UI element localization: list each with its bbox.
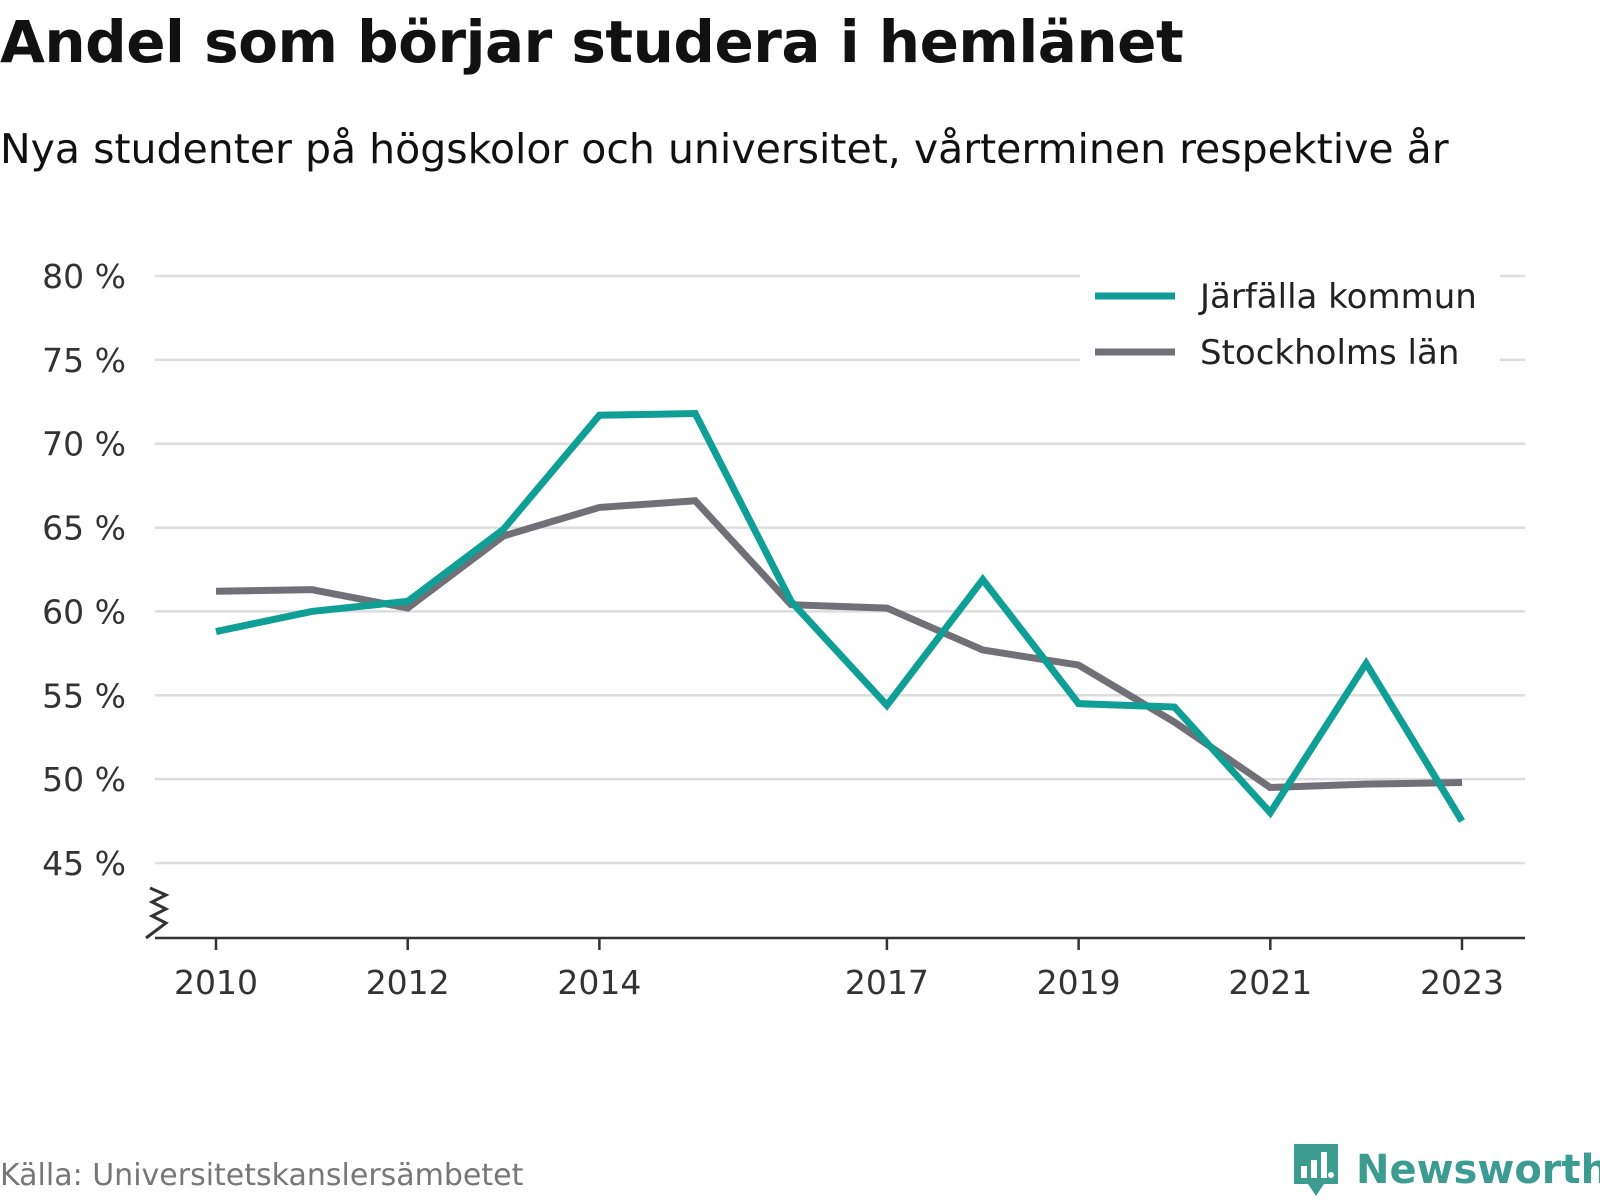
y-tick-label: 65 %: [42, 509, 126, 548]
y-tick-label: 80 %: [42, 257, 126, 296]
x-tick-label: 2023: [1420, 963, 1504, 1002]
x-tick-label: 2019: [1037, 963, 1121, 1002]
x-tick-label: 2017: [845, 963, 929, 1002]
y-tick-label: 75 %: [42, 341, 126, 380]
legend: Järfälla kommun Stockholms län: [1080, 258, 1500, 373]
series-line-2: [215, 497, 1463, 792]
line-chart: 45 % 50 % 55 % 60 % 65 % 70 % 75 % 80 % 2010 2012…: [42, 257, 1525, 1002]
series-line-1: [215, 409, 1465, 823]
x-tick-label: 2021: [1228, 963, 1312, 1002]
x-tick-label: 2012: [366, 963, 450, 1002]
brand-name: Newsworthy: [1356, 1147, 1600, 1193]
source-note: Källa: Universitetskanslersämbetet: [0, 1158, 524, 1193]
y-tick-label: 50 %: [42, 760, 126, 799]
x-tick-label: 2010: [174, 963, 258, 1002]
x-tick-label: 2014: [557, 963, 641, 1002]
brand-logo[interactable]: Newsworthy: [1290, 1140, 1600, 1200]
y-tick-label: 60 %: [42, 592, 126, 631]
chart-title: Andel som börjar studera i hemlänet: [0, 8, 1184, 76]
legend-label: Järfälla kommun: [1198, 277, 1477, 317]
series-lines: [215, 409, 1465, 823]
y-tick-label: 45 %: [42, 844, 126, 883]
axes: 45 % 50 % 55 % 60 % 65 % 70 % 75 % 80 % 2010 2012…: [42, 257, 1525, 1002]
axis-break-icon: [145, 886, 170, 940]
chart-subtitle: Nya studenter på högskolor och universit…: [0, 125, 1449, 173]
newsworthy-logo-icon: [1294, 1144, 1338, 1196]
y-tick-label: 70 %: [42, 425, 126, 464]
y-tick-label: 55 %: [42, 676, 126, 715]
legend-label: Stockholms län: [1200, 333, 1459, 373]
